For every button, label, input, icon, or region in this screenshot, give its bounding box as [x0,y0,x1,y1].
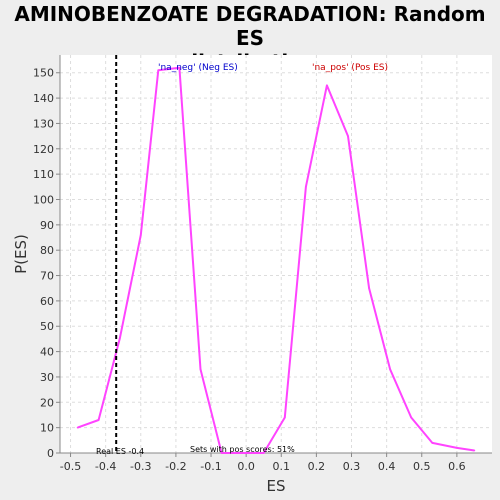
series-layer [76,66,476,454]
data-point [97,419,100,421]
x-tick-label: 0.5 [413,460,431,473]
x-tick-label: -0.5 [60,460,81,473]
y-tick-label: 120 [33,143,54,156]
x-axis-ticks: -0.5 -0.4 -0.3 -0.2 -0.1 0.0 0.1 0.2 0.3 0.4 0.5 0.… [60,453,466,473]
x-tick-label: -0.4 [95,460,116,473]
sets-with-pos-label: Sets with pos scores: 51% [190,445,295,454]
y-tick-label: 60 [40,295,54,308]
y-tick-label: 10 [40,422,54,435]
x-tick-label: 0.2 [308,460,326,473]
data-point [305,186,307,188]
pos-es-label: 'na_pos' (Pos ES) [312,63,388,73]
neg-es-label: 'na_neg' (Neg ES) [158,63,238,73]
data-point [389,368,391,371]
data-point [456,447,458,449]
es-distribution-line [77,66,475,454]
x-tick-label: -0.3 [130,460,151,473]
data-point [410,416,413,419]
data-point [220,452,223,454]
x-axis-label: ES [267,477,286,495]
x-tick-label: 0.6 [448,460,466,473]
data-point [347,135,349,137]
data-point [262,452,265,454]
y-tick-label: 30 [40,371,54,384]
y-tick-label: 130 [33,117,54,130]
data-point [157,69,160,72]
data-point [473,449,476,452]
x-tick-label: 0.1 [273,460,291,473]
y-axis-ticks: 0 10 20 30 40 50 60 70 80 90 100 110 120 130 140 150 [33,67,60,460]
y-tick-label: 0 [47,447,54,460]
chart-title-line-1: AMINOBENZOATE DEGRADATION: Random ES [14,2,486,50]
data-point [368,287,370,290]
data-point [245,452,247,454]
data-point [178,66,181,69]
x-tick-label: 0.3 [343,460,361,473]
real-es-label: Real ES -0.4 [96,447,144,456]
y-tick-label: 100 [33,193,54,206]
x-tick-label: -0.2 [165,460,186,473]
x-tick-label: 0.0 [237,460,255,473]
y-tick-label: 80 [40,244,54,257]
y-tick-label: 40 [40,346,54,359]
y-tick-label: 110 [33,168,54,181]
plot-area [60,55,492,453]
y-tick-label: 140 [33,92,54,105]
y-tick-label: 20 [40,396,54,409]
y-tick-label: 150 [33,67,54,80]
data-point [326,84,328,87]
x-tick-label: -0.1 [200,460,221,473]
data-point [76,426,79,429]
y-tick-label: 70 [40,270,54,283]
data-point [139,234,142,236]
y-tick-label: 90 [40,219,54,232]
grid-lines [60,55,492,454]
y-axis-label: P(ES) [12,234,30,274]
data-point [118,338,121,340]
data-point [283,416,286,419]
y-tick-label: 50 [40,320,54,333]
data-point [199,368,202,371]
data-point [431,442,434,444]
x-tick-label: 0.4 [378,460,396,473]
